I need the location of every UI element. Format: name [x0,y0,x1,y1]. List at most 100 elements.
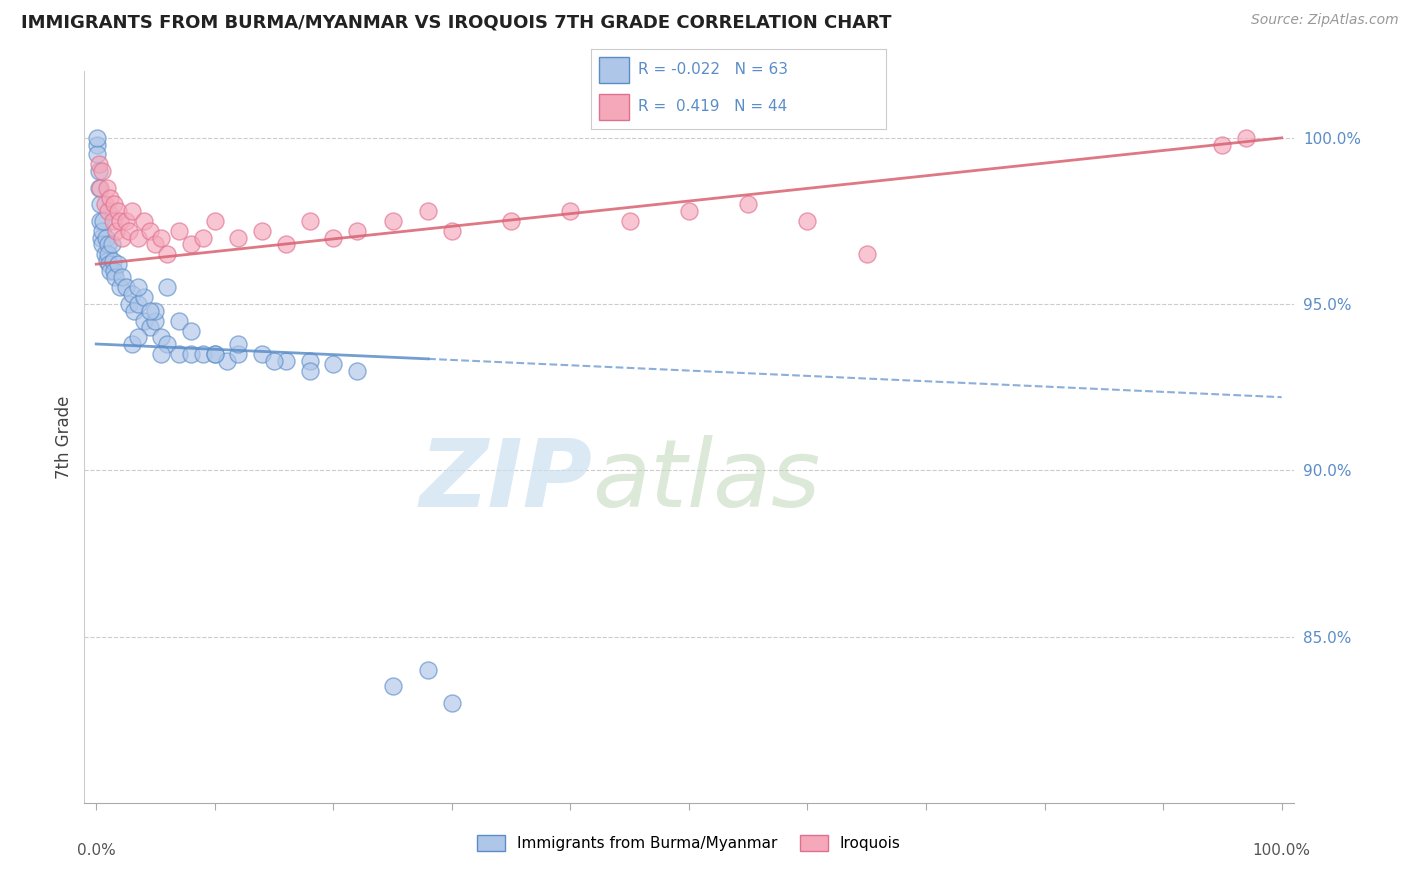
Point [86,137,108,152]
Y-axis label: 7th Grade: 7th Grade [55,395,73,479]
Point [156,247,179,261]
Point [127,297,149,311]
Text: atlas: atlas [592,435,821,526]
Point [138,224,160,238]
Point [204,214,226,228]
Text: R =  0.419   N = 44: R = 0.419 N = 44 [638,99,787,114]
Point [440,696,463,710]
Point [132,214,155,228]
Bar [599,94,628,120]
Point [87,180,110,194]
Point [156,280,179,294]
Point [145,314,167,328]
Point [855,247,877,261]
Point [91,224,114,238]
Point [145,303,167,318]
Point [322,357,344,371]
Point [103,264,125,278]
Text: ZIP: ZIP [419,435,592,527]
Point [127,280,149,294]
Point [96,180,118,194]
Point [108,280,131,294]
Point [346,363,368,377]
Point [87,157,110,171]
Point [122,303,145,318]
Point [1211,137,1233,152]
Point [501,214,523,228]
Point [145,237,167,252]
Point [228,347,250,361]
Point [94,230,117,244]
Point [191,347,214,361]
Point [115,214,138,228]
Point [86,147,108,161]
Point [150,330,173,344]
Point [180,237,202,252]
Point [86,131,108,145]
Point [101,214,124,228]
Point [381,214,404,228]
Text: Source: ZipAtlas.com: Source: ZipAtlas.com [1251,13,1399,28]
Text: 0.0%: 0.0% [77,843,115,858]
Point [381,680,404,694]
Point [204,347,226,361]
Point [274,237,297,252]
Point [97,247,120,261]
Point [138,320,160,334]
Point [89,197,111,211]
Point [127,230,149,244]
Point [121,287,143,301]
Point [250,347,273,361]
Point [121,337,143,351]
Point [127,330,149,344]
Point [346,224,368,238]
Point [440,224,463,238]
Point [90,230,112,244]
Point [322,230,344,244]
Point [263,353,285,368]
Point [91,214,114,228]
Bar [599,57,628,83]
Point [1234,131,1257,145]
Point [121,204,143,219]
Text: IMMIGRANTS FROM BURMA/MYANMAR VS IROQUOIS 7TH GRADE CORRELATION CHART: IMMIGRANTS FROM BURMA/MYANMAR VS IROQUOI… [21,13,891,31]
Point [204,347,226,361]
Point [89,214,111,228]
Point [228,337,250,351]
Point [118,224,141,238]
Point [619,214,641,228]
Point [298,353,321,368]
Point [107,257,129,271]
Point [111,270,134,285]
Point [737,197,759,211]
Point [91,237,114,252]
Point [97,237,120,252]
Point [87,164,110,178]
Point [250,224,273,238]
Point [274,353,297,368]
Point [418,663,440,677]
Point [98,257,121,271]
Point [418,204,440,219]
Point [180,347,202,361]
Point [796,214,818,228]
Point [108,214,131,228]
Point [104,270,127,285]
Point [167,314,190,328]
Point [103,197,125,211]
Point [118,297,141,311]
Text: R = -0.022   N = 63: R = -0.022 N = 63 [638,62,787,78]
Point [101,253,124,268]
Point [115,280,138,294]
Point [138,303,160,318]
Point [156,337,179,351]
Point [107,204,129,219]
Point [100,264,122,278]
Point [132,314,155,328]
Point [100,191,122,205]
Point [167,347,190,361]
Text: 100.0%: 100.0% [1253,843,1310,858]
Point [91,164,114,178]
Point [97,204,120,219]
Point [96,253,118,268]
